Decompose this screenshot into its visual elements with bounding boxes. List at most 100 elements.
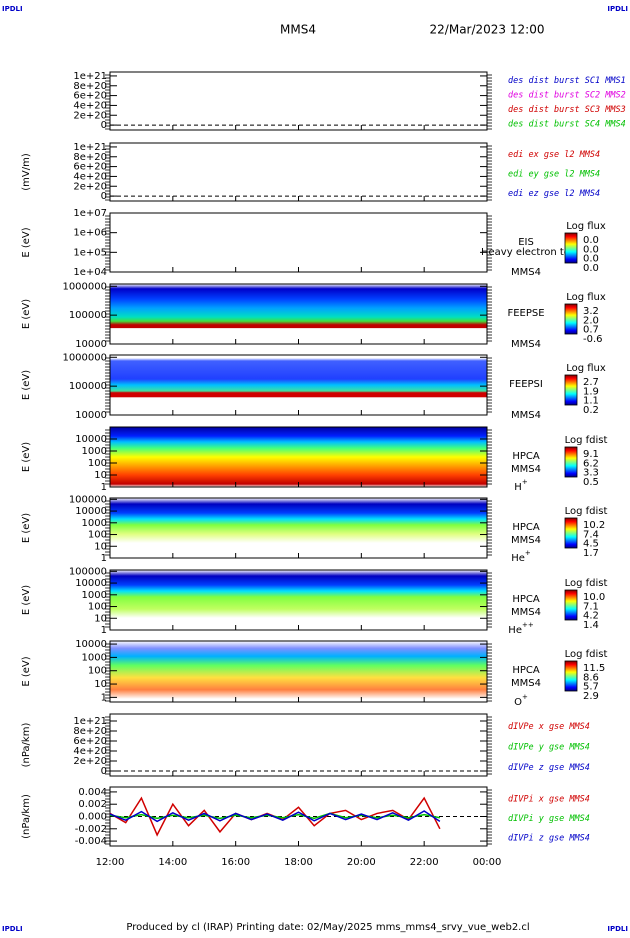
x-tick-label: 18:00 bbox=[284, 857, 313, 868]
credits: Produced by cl (IRAP) Printing date: 02/… bbox=[126, 922, 529, 933]
instrument-label: HPCA bbox=[512, 594, 540, 605]
y-tick-label: -0.004 bbox=[75, 836, 107, 847]
y-axis-label: E (eV) bbox=[21, 370, 32, 400]
instrument-label: HPCA bbox=[512, 451, 540, 462]
species-label: He++ bbox=[508, 621, 534, 636]
y-tick-label: 1e+06 bbox=[73, 228, 107, 239]
species-base: He bbox=[511, 553, 525, 564]
spacecraft-label: MMS4 bbox=[511, 267, 541, 278]
note: Heavy electron to bbox=[481, 247, 570, 258]
y-tick-label: 1000000 bbox=[62, 281, 107, 292]
colorbar-title: Log fdist bbox=[565, 649, 608, 660]
y-tick-label: 10000 bbox=[75, 339, 107, 350]
y-tick-label: 1e+21 bbox=[73, 142, 107, 153]
colorbar-label: 0.0 bbox=[583, 235, 599, 246]
colorbar-label: 9.1 bbox=[583, 449, 599, 460]
spacecraft-label: MMS4 bbox=[511, 339, 541, 350]
y-axis-label: (nPa/km) bbox=[21, 723, 32, 768]
panel-frame bbox=[109, 713, 488, 777]
panel-frame bbox=[109, 212, 488, 273]
legend-entry: des dist burst SC1 MMS1 bbox=[508, 76, 626, 86]
data-line bbox=[109, 810, 441, 823]
colorbar-title: Log fdist bbox=[565, 578, 608, 589]
y-tick-label: 1 bbox=[101, 553, 107, 564]
legend-entry: dIVPe x gse MMS4 bbox=[508, 722, 590, 732]
y-axis-label: E (eV) bbox=[21, 585, 32, 615]
colorbar-label: 7.4 bbox=[583, 529, 599, 540]
legend-entry: des dist burst SC4 MMS4 bbox=[508, 120, 626, 130]
y-tick-label: 1e+07 bbox=[73, 208, 107, 219]
spacecraft: MMS4 bbox=[280, 23, 316, 37]
colorbar-label: 1.4 bbox=[583, 620, 599, 631]
colorbar bbox=[564, 517, 578, 549]
species-label: H+ bbox=[514, 478, 528, 493]
legend-entry: dIVPi z gse MMS4 bbox=[508, 834, 590, 844]
y-tick-label: 1000 bbox=[82, 446, 107, 457]
legend-entry: edi ex gse l2 MMS4 bbox=[508, 150, 600, 160]
legend-entry: dIVPe y gse MMS4 bbox=[508, 743, 590, 753]
y-tick-label: 10000 bbox=[75, 578, 107, 589]
colorbar bbox=[564, 660, 578, 692]
y-tick-label: 1e+21 bbox=[73, 716, 107, 727]
species-base: O bbox=[514, 697, 522, 708]
colorbar-title: Log flux bbox=[566, 221, 606, 232]
legend-entry: dIVPi y gse MMS4 bbox=[508, 814, 590, 824]
colorbar-label: 3.3 bbox=[583, 468, 599, 479]
colorbar-label: 8.6 bbox=[583, 672, 599, 683]
y-axis-label: E (eV) bbox=[21, 656, 32, 686]
y-tick-label: 10 bbox=[94, 679, 107, 690]
colorbar bbox=[564, 446, 578, 478]
y-tick-label: 100000 bbox=[69, 566, 107, 577]
x-tick-label: 22:00 bbox=[410, 857, 439, 868]
spectrogram bbox=[110, 498, 487, 558]
colorbar-label: 6.2 bbox=[583, 458, 599, 469]
spectrogram bbox=[110, 641, 487, 702]
y-tick-label: 8e+20 bbox=[73, 152, 107, 163]
instrument-label: FEEPSE bbox=[507, 308, 544, 319]
y-tick-label: 4e+20 bbox=[73, 100, 107, 111]
species-charge: + bbox=[522, 693, 528, 701]
colorbar-title: Log fdist bbox=[565, 506, 608, 517]
y-tick-label: 100 bbox=[88, 458, 107, 469]
x-tick-label: 14:00 bbox=[158, 857, 187, 868]
y-tick-label: 0 bbox=[101, 191, 107, 202]
y-tick-label: 100000 bbox=[69, 381, 107, 392]
y-axis-label: E (eV) bbox=[21, 513, 32, 543]
colorbar-label: 2.0 bbox=[583, 315, 599, 326]
corner-label: IPDLI bbox=[607, 5, 628, 13]
y-tick-label: 1e+05 bbox=[73, 247, 107, 258]
y-tick-label: 1000000 bbox=[62, 352, 107, 363]
date: 22/Mar/2023 12:00 bbox=[430, 23, 545, 37]
y-tick-label: 2e+20 bbox=[73, 181, 107, 192]
y-tick-label: 1 bbox=[101, 692, 107, 703]
colorbar-label: 5.7 bbox=[583, 682, 599, 693]
colorbar-label: 7.1 bbox=[583, 601, 599, 612]
y-tick-label: 10000 bbox=[75, 434, 107, 445]
y-tick-label: 0.002 bbox=[78, 799, 107, 810]
x-tick-label: 20:00 bbox=[347, 857, 376, 868]
species-base: He bbox=[508, 625, 522, 636]
y-axis-label: E (eV) bbox=[21, 442, 32, 472]
colorbar-label: 0.0 bbox=[583, 244, 599, 255]
y-tick-label: -0.002 bbox=[75, 824, 107, 835]
colorbar-label: -0.6 bbox=[583, 334, 603, 345]
spacecraft-label: MMS4 bbox=[511, 607, 541, 618]
corner-label: IPDLI bbox=[2, 5, 23, 13]
y-tick-label: 2e+20 bbox=[73, 756, 107, 767]
species-base: H bbox=[514, 482, 522, 493]
y-tick-label: 1 bbox=[101, 625, 107, 636]
y-tick-label: 6e+20 bbox=[73, 162, 107, 173]
y-axis-label: (mV/m) bbox=[21, 153, 32, 191]
y-tick-label: 10 bbox=[94, 541, 107, 552]
y-tick-label: 0.004 bbox=[78, 787, 107, 798]
colorbar-label: 0.5 bbox=[583, 477, 599, 488]
y-tick-label: 0 bbox=[101, 120, 107, 131]
spectrogram bbox=[110, 284, 487, 344]
legend-entry: dIVPi x gse MMS4 bbox=[508, 794, 590, 804]
y-tick-label: 100000 bbox=[69, 310, 107, 321]
y-tick-label: 10 bbox=[94, 470, 107, 481]
colorbar-label: 1.7 bbox=[583, 548, 599, 559]
y-axis-label: E (eV) bbox=[21, 227, 32, 257]
legend-entry: dIVPe z gse MMS4 bbox=[508, 763, 590, 773]
